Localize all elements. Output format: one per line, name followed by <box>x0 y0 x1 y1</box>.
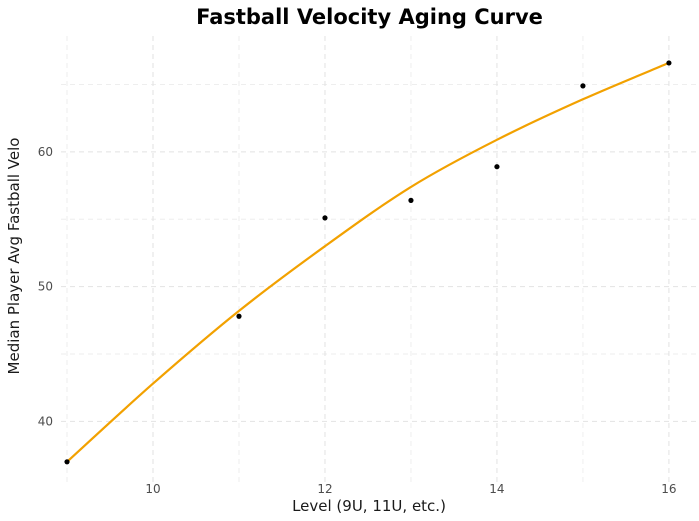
x-tick-label: 16 <box>661 482 676 496</box>
x-axis-ticks: 10 12 14 16 <box>145 482 676 496</box>
data-points <box>64 60 672 465</box>
data-point <box>580 83 586 89</box>
x-axis-title: Level (9U, 11U, etc.) <box>292 497 446 515</box>
y-axis-ticks: 40 50 60 <box>38 145 53 428</box>
fit-curve <box>65 61 670 463</box>
x-tick-label: 14 <box>489 482 504 496</box>
data-point <box>236 313 242 319</box>
y-tick-label: 50 <box>38 280 53 294</box>
x-tick-label: 10 <box>145 482 160 496</box>
data-point <box>322 215 328 221</box>
chart-title: Fastball Velocity Aging Curve <box>196 5 543 29</box>
fit-curve-layer <box>65 61 670 463</box>
x-tick-label: 12 <box>317 482 332 496</box>
data-point <box>64 459 70 465</box>
y-tick-label: 40 <box>38 414 53 428</box>
data-point <box>494 164 500 170</box>
y-tick-label: 60 <box>38 145 53 159</box>
y-axis-title: Median Player Avg Fastball Velo <box>5 138 23 375</box>
data-point <box>666 60 672 66</box>
data-point <box>408 197 414 203</box>
grid <box>61 36 699 482</box>
